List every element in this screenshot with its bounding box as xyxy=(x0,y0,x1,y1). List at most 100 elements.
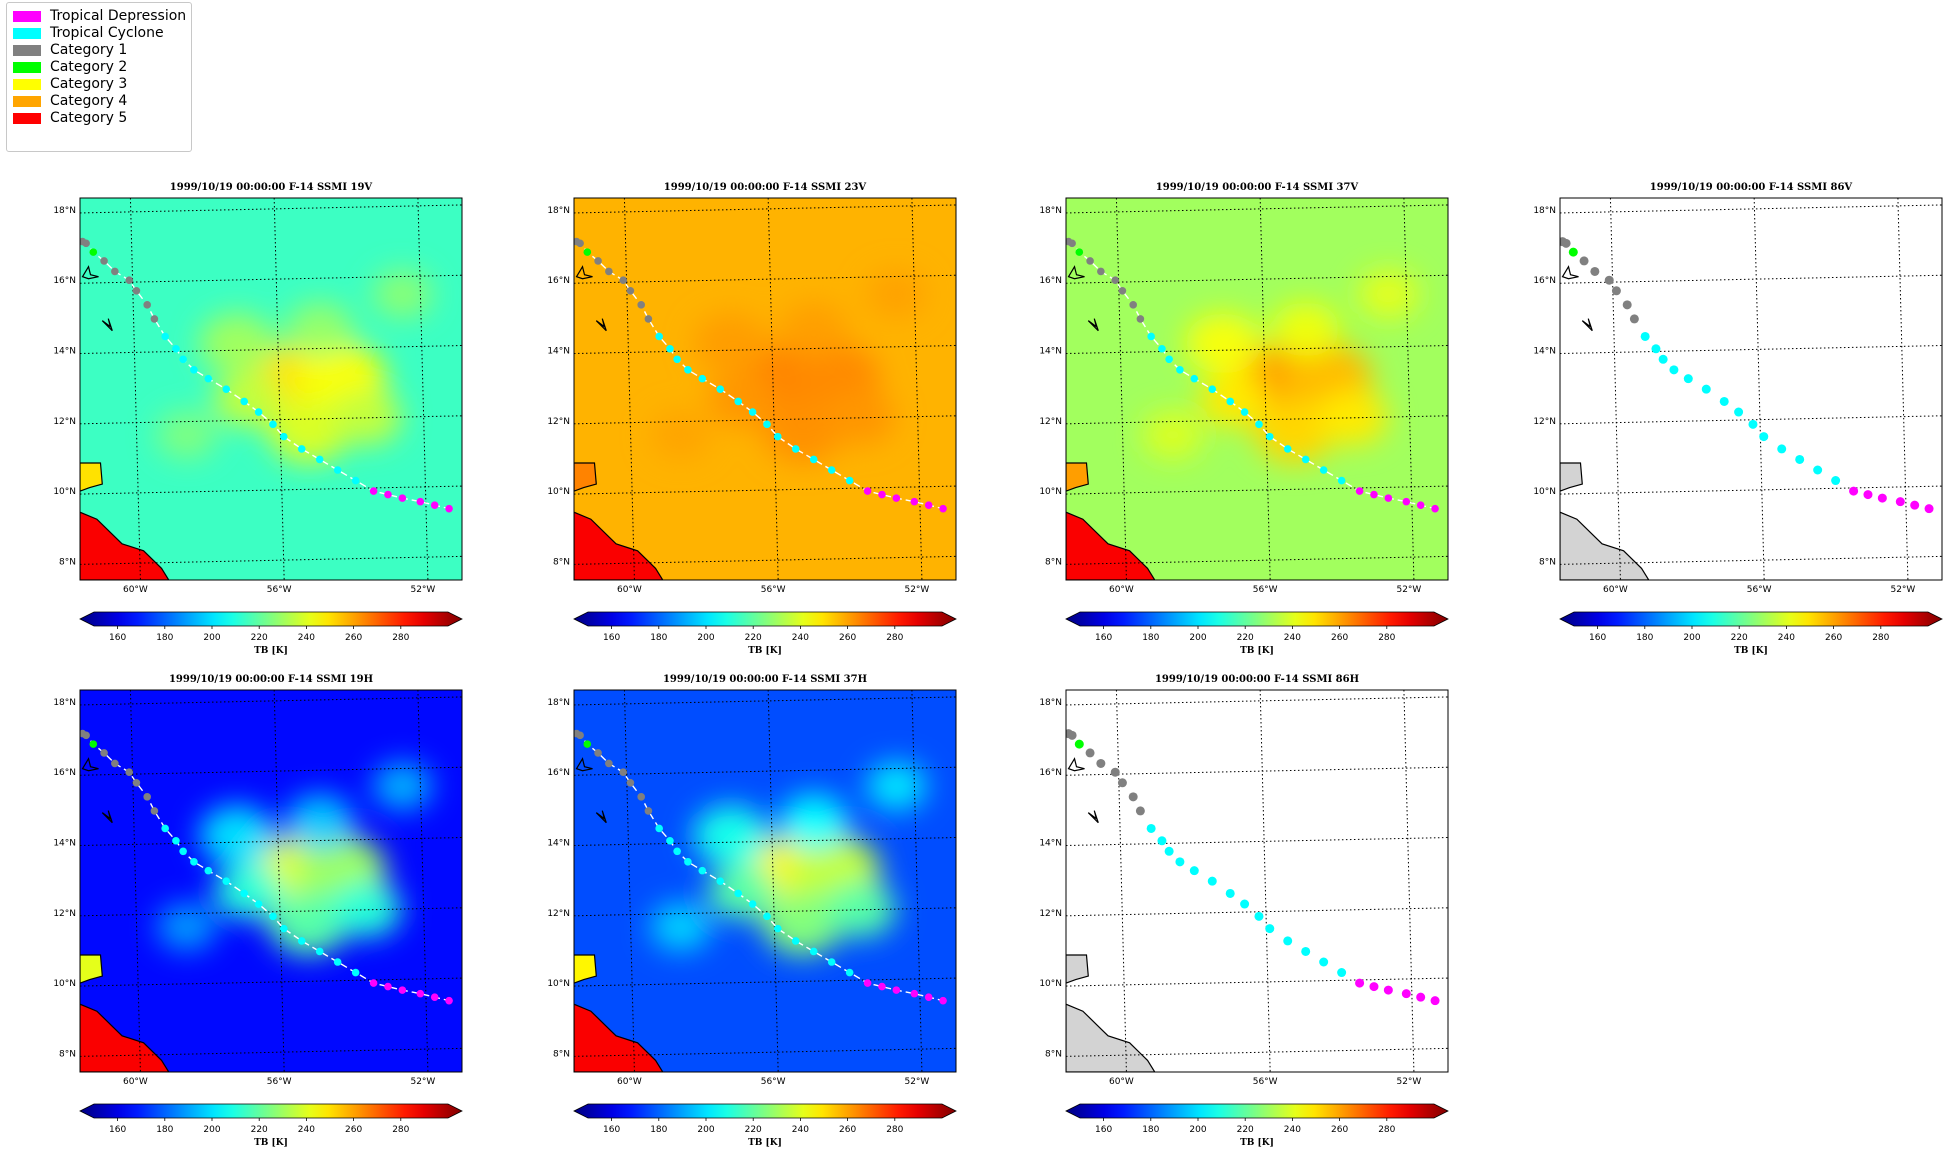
latitude-tick-label: 14°N xyxy=(547,347,570,357)
latitude-tick-label: 14°N xyxy=(1533,347,1556,357)
track-point xyxy=(125,276,134,285)
colorbar-label: TB [K] xyxy=(254,646,288,656)
track-point xyxy=(1301,455,1310,464)
panel-title: 1999/10/19 00:00:00 F-14 SSMI 86V xyxy=(1650,182,1853,193)
track-point xyxy=(576,239,584,248)
tb-anomaly-blob xyxy=(372,270,433,319)
track-point xyxy=(89,248,98,256)
track-point xyxy=(1384,494,1393,502)
latitude-tick-label: 14°N xyxy=(53,839,76,849)
colorbar-tick-label: 260 xyxy=(839,633,856,643)
latitude-tick-label: 18°N xyxy=(53,206,76,216)
longitude-tick-label: 56°W xyxy=(1747,585,1772,595)
panel-title: 1999/10/19 00:00:00 F-14 SSMI 23V xyxy=(664,182,867,193)
track-point xyxy=(254,900,263,908)
map-frame xyxy=(1559,197,1943,581)
latitude-tick-label: 12°N xyxy=(53,417,76,427)
colorbar-label: TB [K] xyxy=(254,1138,288,1148)
track-point xyxy=(666,344,674,353)
colorbar-tick-label: 180 xyxy=(650,633,667,643)
track-point xyxy=(179,847,187,856)
track-point xyxy=(1430,996,1440,1006)
trinidad-island xyxy=(574,462,597,492)
trinidad-island xyxy=(1066,954,1089,984)
colorbar-tick-label: 160 xyxy=(603,1125,620,1135)
colorbar-tick-label: 160 xyxy=(1589,633,1606,643)
legend-item-category-4: Category 4 xyxy=(13,91,127,111)
track-point xyxy=(939,996,947,1005)
track-point xyxy=(605,759,613,768)
longitude-tick-label: 60°W xyxy=(617,1077,642,1087)
track-point xyxy=(132,778,141,787)
track-point xyxy=(222,877,231,885)
tb-anomaly-blob xyxy=(213,372,282,427)
trinidad-island xyxy=(80,462,103,492)
track-point xyxy=(279,924,288,933)
track-point xyxy=(791,937,800,945)
colorbar-tick-label: 260 xyxy=(1331,1125,1348,1135)
track-point xyxy=(150,807,159,815)
legend-label: Category 1 xyxy=(50,42,128,58)
colorbar-tick-label: 200 xyxy=(1683,633,1700,643)
track-point xyxy=(315,455,324,464)
track-point xyxy=(132,286,141,295)
legend-item-category-3: Category 3 xyxy=(13,74,127,94)
martinique-island xyxy=(1087,810,1099,824)
track-point xyxy=(1734,407,1744,417)
track-point xyxy=(763,912,771,921)
track-point xyxy=(1604,275,1614,285)
legend-swatch-icon xyxy=(13,44,41,56)
track-point xyxy=(1265,924,1275,934)
track-point xyxy=(1208,385,1217,393)
tb-anomaly-blob xyxy=(707,372,776,427)
colorbar-tick-label: 280 xyxy=(1378,1125,1395,1135)
track-point xyxy=(1129,301,1138,309)
longitude-tick-label: 60°W xyxy=(123,1077,148,1087)
colorbar-tick-label: 280 xyxy=(1378,633,1395,643)
track-point xyxy=(190,366,198,374)
colorbar-label: TB [K] xyxy=(748,1138,782,1148)
track-point xyxy=(1301,946,1311,956)
longitude-tick-label: 52°W xyxy=(904,585,929,595)
latitude-tick-label: 18°N xyxy=(1039,206,1062,216)
colorbar-label: TB [K] xyxy=(748,646,782,656)
track-point xyxy=(1283,445,1292,453)
track-point xyxy=(1283,936,1293,946)
track-point xyxy=(1319,957,1329,967)
track-point xyxy=(100,749,108,757)
latitude-tick-label: 8°N xyxy=(1045,557,1062,567)
track-point xyxy=(1175,857,1185,867)
track-point xyxy=(297,445,306,453)
track-point xyxy=(863,979,872,987)
track-point xyxy=(240,889,249,898)
colorbar-tick-label: 260 xyxy=(839,1125,856,1135)
legend-swatch-icon xyxy=(13,112,41,124)
longitude-tick-label: 56°W xyxy=(1253,1077,1278,1087)
tb-anomaly-blob xyxy=(1317,389,1388,446)
track-point xyxy=(1369,982,1379,992)
map-panel: 1999/10/19 00:00:00 F-14 SSMI 23V 8°N 10°N… xyxy=(547,182,957,656)
colorbar-tick-label: 200 xyxy=(697,1125,714,1135)
latitude-tick-label: 18°N xyxy=(1533,206,1556,216)
martinique-island xyxy=(1087,318,1099,332)
legend-label: Category 3 xyxy=(50,76,128,92)
latitude-tick-label: 10°N xyxy=(1533,487,1556,497)
colorbar-tick-label: 280 xyxy=(886,633,903,643)
longitude-tick-label: 52°W xyxy=(410,585,435,595)
colorbar-tick-label: 260 xyxy=(1331,633,1348,643)
latitude-tick-label: 8°N xyxy=(553,1049,570,1059)
longitude-tick-label: 52°W xyxy=(904,1077,929,1087)
track-point xyxy=(315,947,324,956)
south-america-coastline xyxy=(1066,1003,1156,1072)
track-point xyxy=(1074,739,1084,749)
track-point xyxy=(1117,778,1127,788)
track-point xyxy=(924,993,933,1001)
trinidad-island xyxy=(80,954,103,984)
colorbar-tick-label: 280 xyxy=(392,1125,409,1135)
track-point xyxy=(150,315,159,323)
latitude-tick-label: 8°N xyxy=(1045,1049,1062,1059)
track-point xyxy=(369,487,378,495)
colorbar-label: TB [K] xyxy=(1240,1138,1274,1148)
panel-title: 1999/10/19 00:00:00 F-14 SSMI 19V xyxy=(170,182,373,193)
track-point xyxy=(222,385,231,393)
